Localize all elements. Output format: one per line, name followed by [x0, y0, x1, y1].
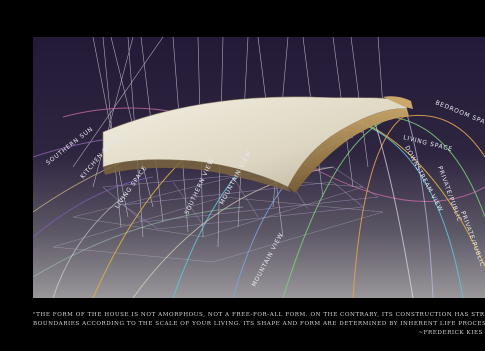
quote-author: ~Frederick Kies	[418, 330, 483, 336]
floor-plan-outline	[102, 166, 379, 230]
quote-block: "The form of the house is not amorphous,…	[33, 311, 485, 338]
quote-line-1: "The form of the house is not amorphous,…	[33, 312, 485, 318]
rendering-canvas: BEDROOM SPACE LIVING SPACE DOWNSTREAM VI…	[33, 37, 485, 298]
architectural-rendering: BEDROOM SPACE LIVING SPACE DOWNSTREAM VI…	[33, 37, 485, 298]
roof-shell	[102, 96, 413, 193]
quote-line-2: boundaries according to the scale of you…	[33, 321, 485, 327]
structure-wireframe	[52, 176, 384, 263]
